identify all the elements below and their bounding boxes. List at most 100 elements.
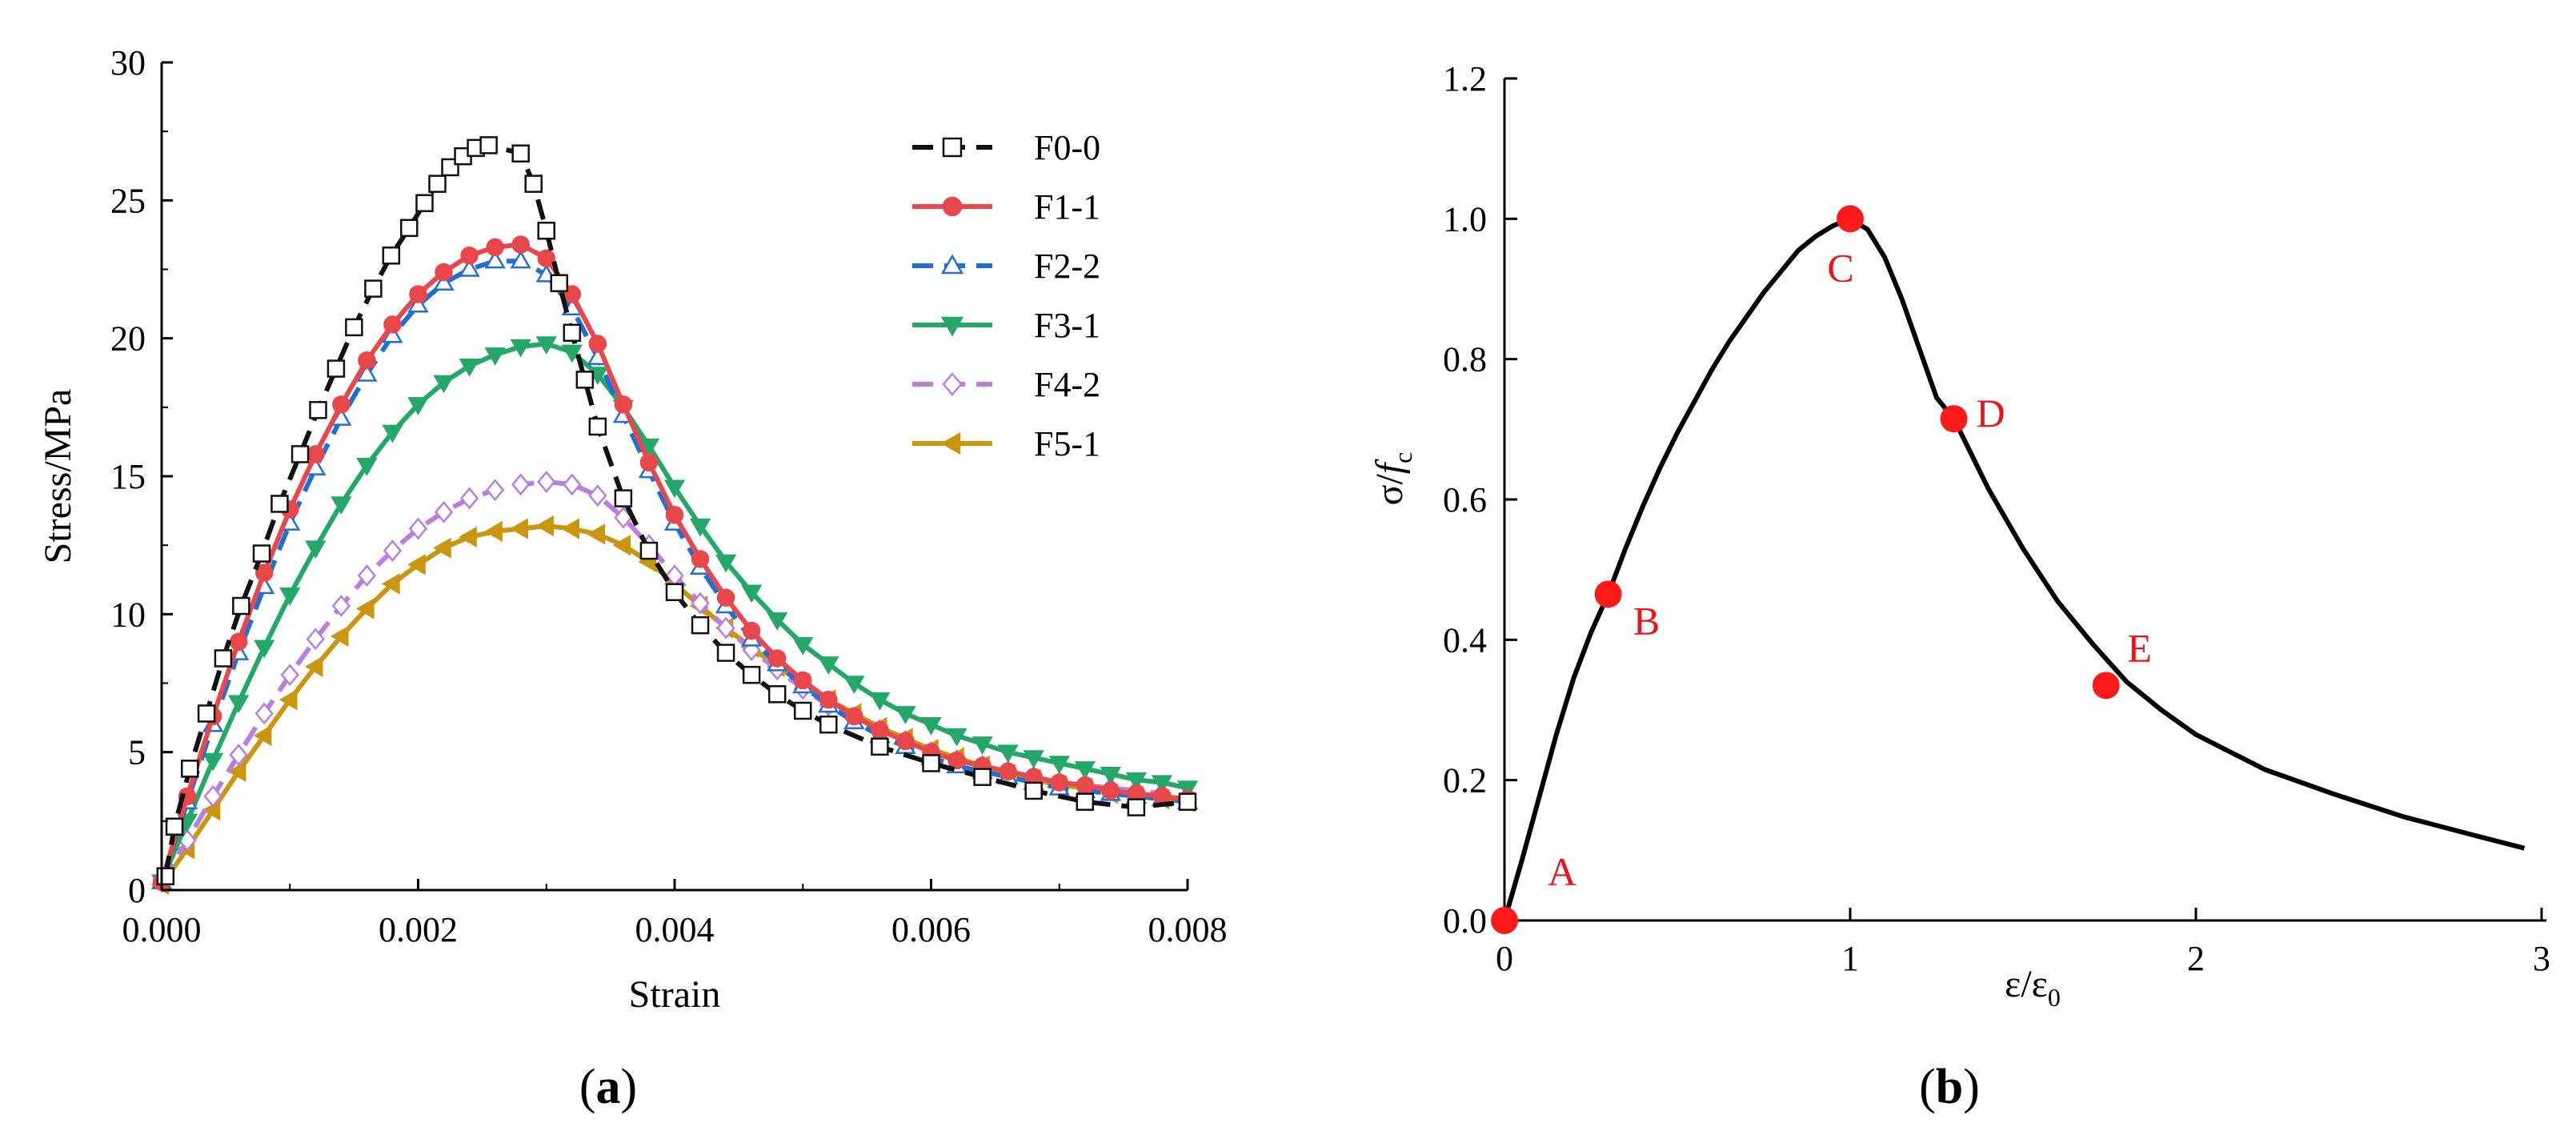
chart-a-xtick-label: 0.008 — [1148, 910, 1228, 949]
data-point-F0-0 — [575, 371, 595, 389]
chart-b-ylabel: σ/fc — [1368, 452, 1417, 506]
chart-a-series-group — [150, 136, 1199, 896]
data-point-F1-1 — [794, 671, 812, 690]
chart-a-xlabel: Strain — [629, 973, 721, 1016]
data-point-F3-1 — [459, 358, 480, 377]
data-point-F3-1 — [715, 554, 737, 573]
chart-a-ytick-label: 5 — [128, 733, 146, 772]
data-point-F5-1 — [433, 537, 451, 559]
chart-b-xlabel: ε/ε0 — [2005, 963, 2061, 1012]
series-F3-1 — [150, 336, 1199, 893]
legend-item-F1-1: F1-1 — [912, 187, 1100, 227]
data-point-F1-1 — [435, 263, 453, 282]
data-point-F3-1 — [663, 479, 686, 499]
data-point-F2-2 — [459, 259, 480, 277]
data-point-F0-0 — [345, 318, 363, 337]
data-point-F1-1 — [332, 395, 351, 414]
chart-b-ytick-label: 1.2 — [1443, 59, 1487, 98]
data-point-F0-0 — [767, 685, 787, 704]
data-point-F3-1 — [997, 744, 1019, 764]
data-point-F4-2 — [486, 479, 505, 502]
data-point-F1-1 — [229, 632, 248, 652]
data-point-F0-0 — [290, 445, 310, 463]
data-point-F3-1 — [356, 457, 378, 476]
legend-marker — [942, 137, 963, 158]
data-point-F0-0 — [563, 323, 582, 343]
data-point-F1-1 — [691, 550, 710, 568]
data-point-F0-0 — [197, 704, 216, 723]
data-point-F4-2 — [459, 487, 479, 510]
data-point-F3-1 — [433, 375, 455, 394]
data-point-F1-1 — [845, 707, 863, 726]
chart-a-xtick-label: 0.006 — [891, 910, 971, 949]
legend-item-F4-2: F4-2 — [912, 365, 1100, 404]
data-point-F0-0 — [428, 174, 447, 193]
chart-b-xtick-label: 3 — [2533, 939, 2550, 978]
legend-item-F3-1: F3-1 — [912, 306, 1100, 345]
data-point-F0-0 — [270, 495, 289, 513]
data-point-F5-1 — [484, 520, 503, 543]
data-point-F4-2 — [408, 517, 428, 540]
data-point-F1-1 — [947, 751, 966, 770]
data-point-F0-0 — [364, 279, 383, 298]
data-point-F3-1 — [792, 636, 814, 656]
data-point-F5-1 — [459, 526, 477, 547]
chart-b-xtick-label: 2 — [2187, 939, 2205, 978]
chart-b-ticks: 0 1 2 3 0.0 0.2 0.4 0.6 0.8 1.0 1.2 — [1443, 59, 2550, 978]
data-point-F0-0 — [973, 768, 992, 786]
data-point-F1-1 — [716, 588, 735, 607]
data-point-F3-1 — [407, 397, 429, 415]
data-point-F0-0 — [614, 489, 633, 507]
data-point-F4-2 — [254, 702, 274, 725]
data-point-F4-2 — [280, 664, 299, 687]
key-point-B — [1594, 580, 1622, 608]
series-F4-2 — [152, 470, 1197, 893]
curve-line — [1502, 216, 2526, 921]
data-point-F3-1 — [202, 752, 224, 772]
data-point-F0-0 — [639, 541, 659, 560]
key-point-A — [1491, 907, 1518, 934]
data-point-F5-1 — [304, 656, 323, 677]
chart-a-xtick-label: 0.004 — [635, 910, 715, 949]
data-point-F0-0 — [252, 544, 271, 563]
legend-item-F5-1: F5-1 — [912, 424, 1100, 463]
data-point-F3-1 — [1074, 761, 1096, 780]
chart-b-xtick-label: 1 — [1841, 939, 1859, 978]
data-point-F3-1 — [843, 676, 865, 694]
data-point-F3-1 — [254, 640, 275, 659]
data-point-F3-1 — [946, 728, 968, 747]
data-point-F2-2 — [407, 294, 429, 313]
data-point-F3-1 — [689, 518, 711, 537]
data-point-F0-0 — [415, 194, 434, 213]
data-point-F0-0 — [742, 665, 761, 684]
chart-a-legend: F0-0 F1-1 F2-2 F3-1 F4-2 F5-1 — [912, 128, 1100, 463]
data-point-F1-1 — [511, 235, 530, 254]
data-point-F5-1 — [612, 534, 631, 556]
data-point-F3-1 — [1048, 756, 1070, 774]
data-point-F4-2 — [203, 784, 222, 808]
chart-a-ytick-label: 20 — [110, 319, 146, 359]
key-point-label: E — [2127, 625, 2152, 670]
data-point-F3-1 — [331, 496, 352, 515]
chart-b-axes — [1503, 78, 2546, 922]
chart-b-points: A B C D E — [1491, 205, 2152, 934]
data-point-F1-1 — [999, 762, 1017, 781]
data-point-F0-0 — [1127, 798, 1146, 816]
data-point-F1-1 — [742, 621, 761, 640]
data-point-F0-0 — [922, 754, 940, 772]
data-point-F1-1 — [639, 453, 659, 472]
chart-a-ytick-label: 15 — [110, 457, 146, 496]
data-point-F3-1 — [484, 347, 506, 366]
chart-b-ytick-label: 0.8 — [1443, 340, 1487, 379]
data-point-F1-1 — [254, 564, 274, 582]
data-point-F5-1 — [407, 554, 426, 576]
data-point-F0-0 — [794, 701, 812, 720]
data-point-F1-1 — [896, 732, 915, 751]
legend-item-F2-2: F2-2 — [912, 247, 1100, 286]
data-point-F2-2 — [510, 250, 531, 269]
chart-b-panel-label: (b) — [1919, 1060, 1980, 1114]
data-point-F0-0 — [400, 219, 419, 238]
legend-label: F1-1 — [1034, 187, 1100, 227]
data-point-F3-1 — [767, 612, 788, 631]
chart-a-xtick-label: 0.000 — [122, 910, 202, 949]
